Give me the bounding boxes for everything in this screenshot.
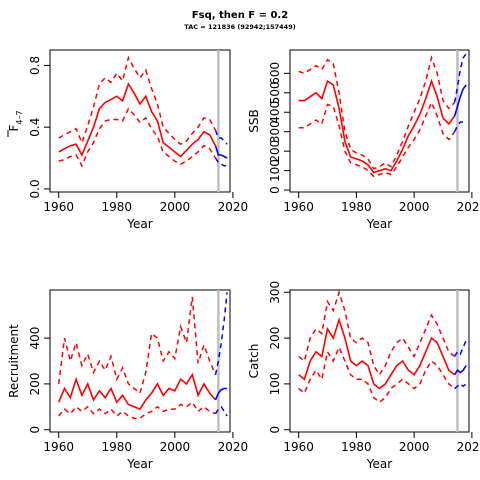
- x-axis-title-recruitment: Year: [126, 457, 152, 471]
- series-median-f-bar: [58, 82, 217, 158]
- series-median-catch: [298, 317, 456, 390]
- series-upper-f-bar: [58, 55, 217, 146]
- series-proj-upper-recruitment: [214, 292, 228, 375]
- x-tick-label: 2000: [399, 440, 430, 454]
- series-proj-lower-ssb: [453, 121, 467, 133]
- x-axis-title-ssb: Year: [366, 217, 392, 231]
- series-lower-ssb: [298, 100, 456, 178]
- series-proj-upper-ssb: [453, 53, 467, 103]
- x-tick-label: 1980: [341, 200, 372, 214]
- y-tick-label: 0: [268, 426, 282, 434]
- series-proj-median-ssb: [453, 84, 467, 117]
- series-proj-median-catch: [453, 365, 467, 376]
- y-tick-label: 0.4: [28, 118, 42, 137]
- x-tick-label: 1980: [102, 440, 133, 454]
- y-tick-label: 200: [268, 327, 282, 350]
- series-proj-lower-recruitment: [214, 405, 228, 417]
- series-proj-lower-f-bar: [214, 157, 228, 167]
- y-tick-label: 300: [268, 281, 282, 304]
- x-tick-label: 2020: [457, 200, 480, 214]
- x-tick-label: 2020: [218, 200, 249, 214]
- y-axis-title-catch: Catch: [247, 344, 261, 379]
- y-axis-title-ssb: SSB: [247, 109, 261, 132]
- figure-title: Fsq, then F = 0.2: [191, 10, 289, 21]
- series-proj-upper-catch: [453, 340, 467, 357]
- x-tick-label: 1960: [283, 200, 314, 214]
- plot-frame-catch: [289, 289, 470, 433]
- y-tick-label: 600: [268, 62, 282, 85]
- y-tick-label: 300: [268, 120, 282, 143]
- series-proj-upper-f-bar: [214, 130, 228, 145]
- y-tick-label: 100: [268, 159, 282, 182]
- series-lower-f-bar: [58, 107, 217, 168]
- y-tick-label: 0: [268, 186, 282, 194]
- series-upper-catch: [298, 289, 456, 377]
- plot-frame-ssb: [289, 49, 470, 193]
- x-axis-title-catch: Year: [366, 457, 392, 471]
- series-lower-recruitment: [58, 401, 216, 420]
- x-tick-label: 2000: [160, 200, 191, 214]
- y-axis-title-f-bar: F4–7: [7, 110, 24, 131]
- y-tick-label: 200: [268, 140, 282, 163]
- series-upper-ssb: [298, 55, 456, 170]
- plot-frame-f-bar: [49, 49, 231, 193]
- series-median-recruitment: [57, 372, 217, 411]
- y-tick-label: 400: [28, 327, 42, 350]
- plot-frame-recruitment: [49, 289, 231, 433]
- y-tick-label: 200: [28, 372, 42, 395]
- y-tick-label: 100: [268, 372, 282, 395]
- panel-f-bar: 1960 1980 2000 2020 0.0 0.4 0.8 Year F4–7: [7, 49, 249, 231]
- x-tick-label: 2000: [399, 200, 430, 214]
- series-proj-median-f-bar: [214, 145, 228, 159]
- x-tick-label: 1960: [43, 440, 74, 454]
- x-tick-label: 1960: [283, 440, 314, 454]
- x-tick-label: 2020: [218, 440, 249, 454]
- x-tick-label: 1960: [43, 200, 74, 214]
- series-proj-median-recruitment: [214, 387, 228, 401]
- y-tick-label: 0.8: [28, 56, 42, 75]
- x-tick-label: 1980: [102, 200, 133, 214]
- y-tick-label: 500: [268, 81, 282, 104]
- x-tick-label: 1980: [341, 440, 372, 454]
- y-tick-label: 0: [28, 426, 42, 434]
- x-axis-title-f-bar: Year: [126, 217, 152, 231]
- series-proj-lower-catch: [454, 382, 467, 390]
- y-axis-title-recruitment: Recruitment: [7, 324, 21, 398]
- y-tick-label: 400: [268, 101, 282, 124]
- y-tick-label: 0.0: [28, 179, 42, 198]
- x-tick-label: 2020: [457, 440, 480, 454]
- panel-catch: 1960 1980 2000 2020 0 100 200 300 Year Catch: [247, 281, 480, 471]
- figure-subtitle: TAC = 121836 (92942;157449): [184, 23, 296, 31]
- panel-recruitment: 1960 1980 2000 2020 0 200 400 Year Recruitment: [7, 289, 249, 471]
- series-median-ssb: [298, 78, 456, 174]
- x-tick-label: 2000: [160, 440, 191, 454]
- series-lower-catch: [298, 345, 456, 404]
- series-upper-recruitment: [57, 296, 217, 395]
